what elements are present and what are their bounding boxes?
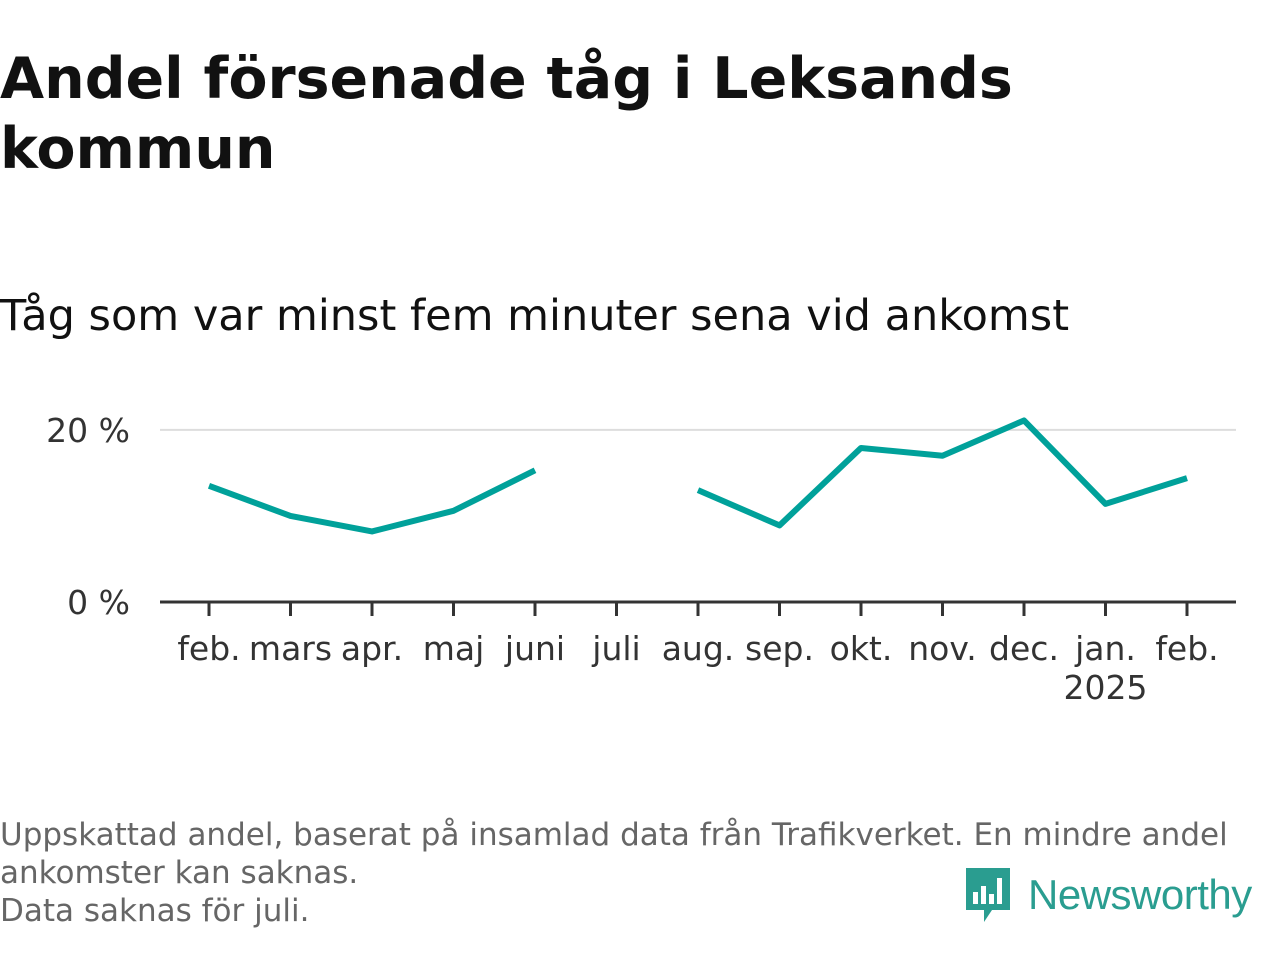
newsworthy-logo-icon [966,868,1010,922]
y-tick-label: 0 % [67,583,130,622]
x-tick-label: feb. [177,629,240,668]
x-tick-label: sep. [745,629,814,668]
footer-note-line: ankomster kan saknas. [0,855,359,891]
series-line-segment [696,417,1188,529]
series-lines [207,417,1188,535]
logo-text: Newsworthy [1028,871,1252,918]
newsworthy-logo: Newsworthy [962,864,1278,926]
line-chart: 0 %20 % feb. mars apr. maj juni juli aug. sep. o… [46,411,1236,707]
chart-subtitle: Tåg som var minst fem minuter sena vid a… [0,291,1070,341]
footer-note-line: Uppskattad andel, baserat på insamlad da… [0,817,1228,853]
x-tick-label: okt. [830,629,893,668]
x-tick-label: apr. [341,629,403,668]
x-tick-label: aug. [662,629,735,668]
x-tick-label: jan. [1074,629,1136,668]
x-tick-label: juli [591,629,640,668]
x-year-label: 2025 [1064,668,1148,707]
footer-note-line: Data saknas för juli. [0,893,310,929]
series-line-segment [207,467,537,535]
x-tick-label: feb. [1155,629,1218,668]
x-axis: feb. mars apr. maj juni juli aug. sep. okt. nov. d… [160,600,1236,707]
footer-notes: Uppskattad andel, baserat på insamlad da… [0,816,1270,930]
x-tick-label: juni [504,629,565,668]
x-tick-label: dec. [989,629,1059,668]
y-axis-tick-labels: 0 % 20 % [46,411,130,622]
x-tick-label: mars [249,629,332,668]
y-tick-label: 20 % [46,411,130,450]
x-tick-label: nov. [908,629,977,668]
x-tick-label: maj [423,629,485,668]
chart-title: Andel försenade tåg i Leksands kommun [0,46,1013,182]
